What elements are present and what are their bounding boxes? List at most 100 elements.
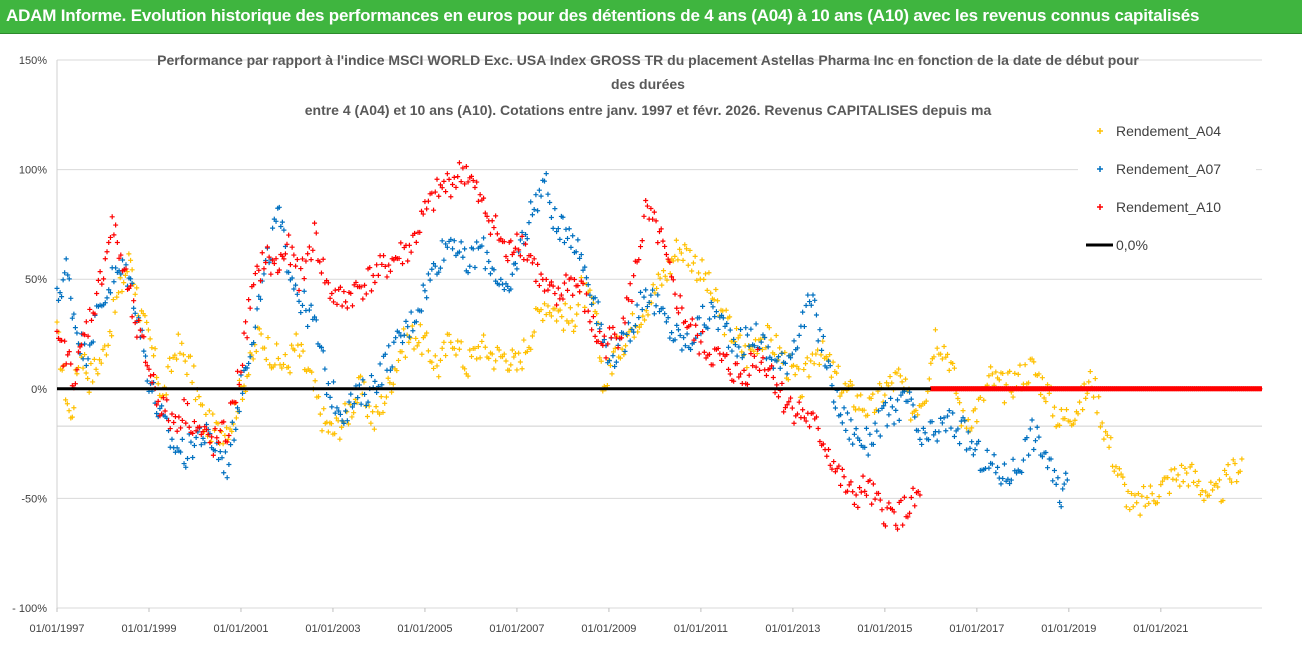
marker-a04 [425, 348, 431, 354]
x-tick-label: 01/01/2019 [1041, 623, 1096, 635]
marker-a07 [826, 358, 832, 364]
marker-a10 [753, 364, 759, 370]
marker-a10 [869, 501, 875, 507]
marker-a07 [829, 382, 835, 388]
marker-a10 [744, 381, 750, 387]
marker-a10 [264, 244, 270, 250]
marker-a04 [720, 308, 726, 314]
marker-a07 [240, 390, 246, 396]
marker-a04 [1192, 468, 1198, 474]
marker-a10 [612, 331, 618, 337]
marker-a07 [884, 423, 890, 429]
marker-a10 [560, 296, 566, 302]
marker-a04 [453, 352, 459, 358]
marker-a04 [370, 409, 376, 415]
marker-a07 [528, 199, 534, 205]
marker-a10 [327, 295, 333, 301]
marker-a04 [785, 377, 791, 383]
marker-a10 [724, 352, 730, 358]
marker-a10 [879, 507, 885, 513]
marker-a04 [414, 343, 420, 349]
marker-a04 [64, 401, 70, 407]
marker-a04 [538, 307, 544, 313]
x-tick-label: 01/01/2017 [949, 623, 1004, 635]
marker-a07 [410, 328, 416, 334]
marker-a10 [691, 337, 697, 343]
marker-a10 [400, 261, 406, 267]
marker-a04 [609, 371, 615, 377]
marker-a04 [521, 337, 527, 343]
marker-a04 [650, 282, 656, 288]
marker-a04 [509, 347, 515, 353]
marker-a04 [1022, 362, 1028, 368]
marker-a04 [366, 403, 372, 409]
marker-a04 [643, 308, 649, 314]
marker-a10 [516, 247, 522, 253]
marker-a04 [1227, 476, 1233, 482]
marker-a07 [65, 272, 71, 278]
marker-a10 [200, 429, 206, 435]
marker-a04 [818, 352, 824, 358]
marker-a04 [636, 324, 642, 330]
marker-a04 [894, 370, 900, 376]
marker-a10 [54, 328, 60, 334]
marker-a10 [453, 184, 459, 190]
marker-a07 [713, 309, 719, 315]
marker-a10 [853, 492, 859, 498]
marker-a04 [617, 355, 623, 361]
marker-a10 [190, 430, 196, 436]
marker-a07 [289, 275, 295, 281]
marker-a07 [794, 345, 800, 351]
marker-a10 [474, 179, 480, 185]
marker-a07 [479, 243, 485, 249]
marker-a10 [448, 194, 454, 200]
y-tick-label: -50% [21, 493, 47, 505]
marker-a04 [1149, 491, 1155, 497]
marker-a07 [748, 326, 754, 332]
marker-a07 [931, 432, 937, 438]
marker-a07 [453, 253, 459, 259]
marker-a04 [548, 313, 554, 319]
marker-a07 [441, 257, 447, 263]
marker-a10 [136, 317, 142, 323]
marker-a07 [200, 435, 206, 441]
marker-a10 [424, 206, 430, 212]
marker-a04 [884, 380, 890, 386]
marker-a04 [631, 334, 637, 340]
marker-a04 [1001, 400, 1007, 406]
marker-a07 [582, 264, 588, 270]
marker-a04 [1203, 489, 1209, 495]
marker-a10 [294, 257, 300, 263]
marker-a04 [1222, 467, 1228, 473]
marker-a04 [500, 354, 506, 360]
marker-a10 [658, 226, 664, 232]
marker-a10 [358, 284, 364, 290]
marker-a04 [368, 420, 374, 426]
marker-a04 [619, 346, 625, 352]
marker-a10 [615, 345, 621, 351]
marker-a04 [54, 319, 60, 325]
marker-a10 [181, 397, 187, 403]
marker-a10 [179, 417, 185, 423]
marker-a07 [844, 410, 850, 416]
marker-a10 [85, 333, 91, 339]
marker-a10 [677, 293, 683, 299]
marker-a04 [321, 406, 327, 412]
marker-a04 [86, 389, 92, 395]
marker-a04 [337, 436, 343, 442]
marker-a04 [1147, 483, 1153, 489]
marker-a04 [820, 338, 826, 344]
marker-a07 [129, 280, 135, 286]
marker-a04 [496, 347, 502, 353]
marker-a04 [562, 301, 568, 307]
marker-a04 [112, 309, 118, 315]
marker-a10 [547, 282, 553, 288]
marker-a10 [600, 342, 606, 348]
marker-a07 [60, 277, 66, 283]
marker-a07 [216, 456, 222, 462]
marker-a07 [465, 270, 471, 276]
marker-a10 [757, 367, 763, 373]
marker-a04 [1210, 487, 1216, 493]
marker-a07 [734, 353, 740, 359]
marker-a07 [71, 311, 77, 317]
